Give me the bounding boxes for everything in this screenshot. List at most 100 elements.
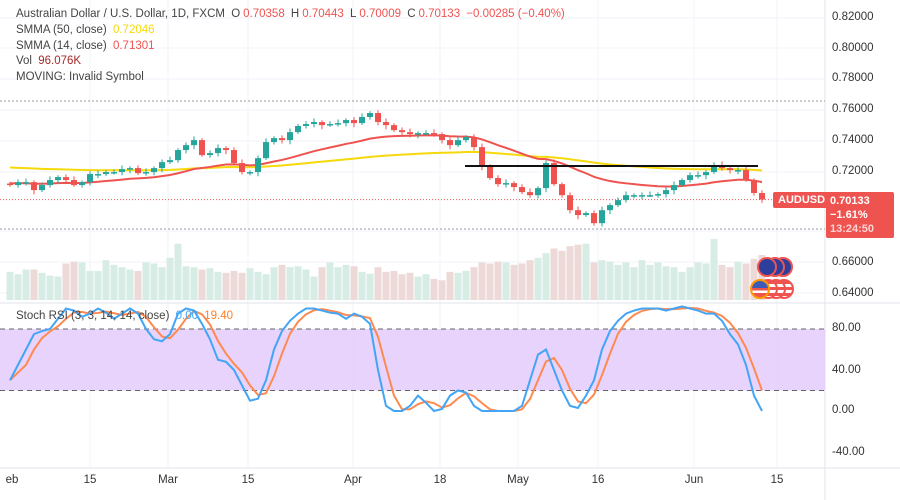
volume-bar	[158, 267, 166, 300]
price-tick: 0.74000	[832, 134, 874, 146]
volume-bar	[606, 261, 614, 300]
candle-body	[15, 182, 21, 186]
candle-body	[231, 150, 237, 164]
price-tick: 0.76000	[832, 103, 874, 115]
candle-body	[463, 137, 469, 141]
volume-bar	[86, 270, 94, 300]
time-tick: Mar	[158, 474, 178, 486]
volume-bar	[390, 270, 398, 300]
volume-bar	[294, 266, 302, 300]
candle-body	[671, 185, 677, 191]
candle-body	[511, 183, 517, 188]
candle-body	[239, 163, 245, 173]
candle-body	[503, 183, 509, 185]
candle-body	[623, 195, 629, 201]
candle-body	[183, 145, 189, 151]
stoch-tick: 0.00	[832, 404, 855, 416]
volume-bar	[190, 267, 198, 300]
open-label: O	[231, 8, 241, 20]
candle-body	[735, 170, 741, 172]
candle-body	[679, 180, 685, 186]
volume-bar	[454, 272, 462, 300]
volume-bar	[206, 268, 214, 300]
volume-bar	[166, 257, 174, 300]
time-tick: 15	[770, 474, 784, 486]
candle-body	[335, 123, 341, 125]
smma50-legend[interactable]: SMMA (50, close) 0.72046	[16, 24, 158, 36]
candle-body	[95, 174, 101, 176]
volume-bar	[694, 262, 702, 300]
candle-body	[407, 132, 413, 135]
volume-bar	[382, 271, 390, 300]
volume-bar	[726, 267, 734, 300]
candle-body	[303, 124, 309, 127]
volume-bar	[398, 274, 406, 300]
symbol-legend: Australian Dollar / U.S. Dollar, 1D, FXC…	[16, 8, 568, 20]
candle-body	[383, 122, 389, 126]
volume-bar	[222, 272, 230, 300]
candle-body	[151, 168, 157, 173]
volume-bar	[566, 246, 574, 300]
moving-legend[interactable]: MOVING: Invalid Symbol	[16, 71, 147, 83]
volume-bar	[38, 272, 46, 300]
candle-body	[159, 162, 165, 169]
candle-body	[647, 195, 653, 197]
candle-body	[31, 182, 37, 191]
candle-body	[535, 188, 541, 196]
volume-bar	[614, 264, 622, 300]
candle-body	[255, 158, 261, 173]
volume-bar	[262, 274, 270, 300]
volume-bar	[142, 262, 150, 300]
candle-body	[575, 210, 581, 216]
volume-bar	[734, 261, 742, 300]
stoch-k-line	[9, 305, 763, 413]
us-flag-events-icon[interactable]	[750, 279, 796, 299]
candle-body	[295, 126, 301, 133]
high-value: 0.70443	[302, 8, 344, 20]
open-value: 0.70358	[243, 8, 285, 20]
stoch-label: Stoch RSI (3, 3, 14, 14, close)	[16, 310, 170, 322]
candle-body	[351, 120, 357, 124]
volume-bar	[494, 261, 502, 300]
volume-bar	[342, 264, 350, 300]
moving-label: MOVING: Invalid Symbol	[16, 71, 144, 83]
volume-bar	[22, 269, 30, 300]
volume-bar	[654, 262, 662, 300]
candle-body	[367, 113, 373, 117]
candle-body	[279, 138, 285, 141]
candle-body	[695, 175, 701, 177]
candle-body	[759, 193, 765, 200]
volume-bar	[102, 260, 110, 300]
volume-bar	[150, 263, 158, 300]
volume-bar	[710, 239, 718, 300]
stoch-legend[interactable]: Stoch RSI (3, 3, 14, 14, close) 0.00 19.…	[16, 310, 236, 322]
candle-body	[599, 210, 605, 224]
australia-flag-events-icon[interactable]	[757, 257, 797, 277]
time-tick: 18	[433, 474, 447, 486]
candle-body	[423, 133, 429, 135]
candle-body	[207, 153, 213, 156]
volume-bar	[430, 278, 438, 300]
candle-body	[439, 134, 445, 141]
smma50-line	[9, 150, 763, 172]
candle-body	[703, 172, 709, 176]
volume-legend[interactable]: Vol 96.076K	[16, 55, 84, 67]
volume-bar	[558, 250, 566, 300]
candle-body	[471, 137, 477, 148]
volume-bar	[502, 262, 510, 300]
candle-body	[479, 147, 485, 167]
volume-bar	[318, 267, 326, 300]
volume-bar	[62, 263, 70, 300]
candle-body	[87, 174, 93, 183]
volume-bar	[662, 266, 670, 300]
volume-bar	[486, 263, 494, 300]
smma14-label: SMMA (14, close)	[16, 40, 107, 52]
candle-body	[119, 169, 125, 173]
volume-bar	[646, 264, 654, 300]
candle-body	[127, 168, 133, 170]
candle-body	[391, 125, 397, 131]
volume-bar	[542, 253, 550, 300]
volume-bar	[134, 270, 142, 300]
smma14-legend[interactable]: SMMA (14, close) 0.71301	[16, 40, 158, 52]
